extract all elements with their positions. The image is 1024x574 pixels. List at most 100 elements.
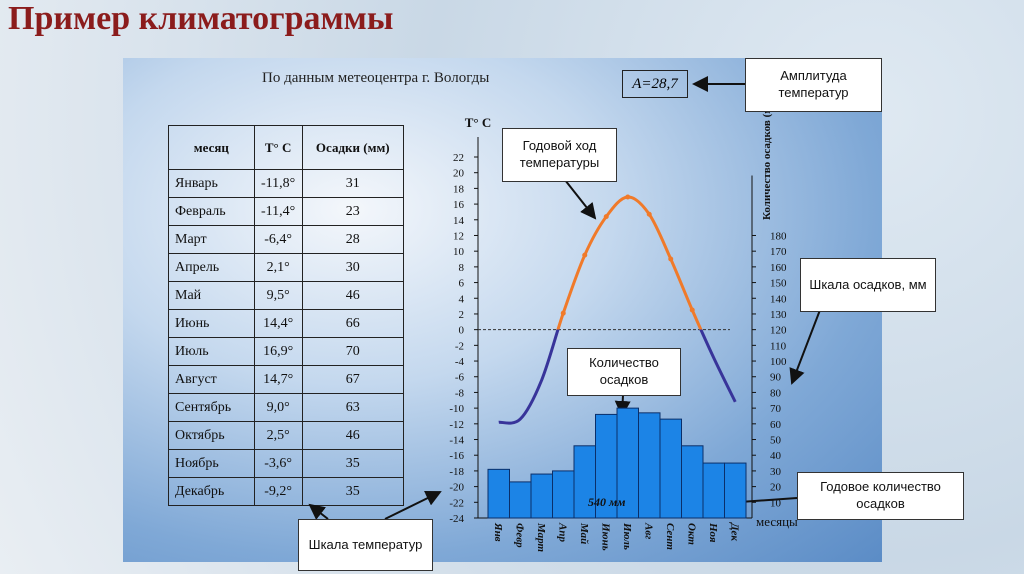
y2-tick-label: 130: [770, 309, 787, 321]
temperature-line: [498, 195, 737, 425]
y2-tick-label: 180: [770, 230, 787, 242]
x-tick-label: Февр: [513, 523, 525, 548]
table-cell: 28: [301, 225, 405, 254]
y2-tick-label: 10: [770, 497, 782, 509]
table-cell: 31: [301, 169, 405, 198]
table-cell: 67: [301, 365, 405, 394]
amplitude: A=28,7: [622, 70, 688, 98]
slide-title: Пример климатограммы: [8, 0, 394, 37]
y-tick-label: -6: [455, 372, 465, 384]
x-tick-label: Ноя: [707, 522, 719, 543]
x-tick-label: Дек: [728, 522, 740, 541]
y-tick-label: -24: [449, 513, 464, 525]
table-cell: -11,4°: [253, 197, 303, 226]
table-cell: Ноябрь: [168, 449, 255, 478]
y-tick-label: -8: [455, 387, 465, 399]
y2-tick-label: 40: [770, 450, 782, 462]
point: [625, 194, 631, 200]
y-tick-label: 4: [459, 293, 465, 305]
x-tick-label: Апр: [556, 522, 568, 542]
table-cell: Май: [168, 281, 255, 310]
y-tick-label: 16: [453, 199, 465, 211]
x-tick-label: Сент: [664, 523, 676, 550]
y2-tick-label: 60: [770, 419, 782, 431]
table-cell: -9,2°: [253, 477, 303, 506]
bar: [681, 445, 704, 519]
y-tick-label: -22: [449, 497, 464, 509]
y2-tick-label: 80: [770, 387, 782, 399]
y-tick-label: 10: [453, 246, 465, 258]
point: [582, 252, 588, 258]
table-cell: Июль: [168, 337, 255, 366]
y-tick-label: 2: [459, 309, 465, 321]
point: [689, 307, 695, 313]
callout: Количество осадков: [567, 348, 681, 396]
y-tick-label: -4: [455, 356, 465, 368]
y-tick-label: 8: [459, 262, 465, 274]
y2-tick-label: 160: [770, 262, 787, 274]
data-table: месяц T° C Осадки (мм) Январь -11,8° 31 Феврал…: [168, 125, 405, 506]
y2-axis-label: Количество осадков (мм): [761, 95, 773, 220]
y-tick-label: -20: [449, 482, 464, 494]
callout: Шкала осадков, мм: [800, 258, 936, 312]
y2-tick-label: 100: [770, 356, 787, 368]
table-cell: 46: [301, 421, 405, 450]
y2-tick-label: 140: [770, 293, 787, 305]
table-cell: Август: [168, 365, 255, 394]
y-tick-label: 18: [453, 183, 465, 195]
annotation: 540 мм: [588, 495, 625, 509]
y2-tick-label: 110: [770, 340, 787, 352]
table-cell: -11,8°: [253, 169, 303, 198]
x-tick-label: Июль: [621, 522, 633, 550]
y-tick-label: -2: [455, 340, 464, 352]
x-tick-label: Авг: [642, 522, 654, 539]
y-tick-label: 20: [453, 168, 465, 180]
y-tick-label: -12: [449, 419, 464, 431]
x-tick-label: Янв: [492, 522, 504, 542]
y2-tick-label: 70: [770, 403, 782, 415]
y2-tick-label: 50: [770, 435, 782, 447]
y2-tick-label: 20: [770, 482, 782, 494]
bar: [724, 462, 747, 519]
point: [646, 211, 652, 217]
table-cell: Сентябрь: [168, 393, 255, 422]
x-tick-label: Окт: [685, 523, 697, 545]
point: [560, 310, 566, 316]
y-tick-label: 0: [459, 325, 465, 337]
y2-tick-label: 120: [770, 325, 787, 337]
table-cell: 9,0°: [253, 393, 303, 422]
bar: [702, 462, 725, 519]
callout: Амплитуда температур: [745, 58, 882, 112]
table-cell: 2,1°: [253, 253, 303, 282]
y-tick-label: 12: [453, 230, 464, 242]
bar: [659, 418, 682, 519]
point: [668, 256, 674, 262]
y2-tick-label: 170: [770, 246, 787, 258]
bar: [487, 468, 510, 519]
table-cell: 9,5°: [253, 281, 303, 310]
y-tick-label: 14: [453, 215, 465, 227]
x-tick-label: Май: [578, 522, 590, 544]
y-tick-label: -16: [449, 450, 464, 462]
table-cell: 14,4°: [253, 309, 303, 338]
y-tick-label: 6: [459, 278, 465, 290]
bar: [638, 412, 661, 519]
table-cell: 35: [301, 477, 405, 506]
y-tick-label: 22: [453, 152, 464, 164]
source-note: По данным метеоцентра г. Вологды: [262, 70, 490, 86]
x-tick-label: Март: [535, 522, 547, 552]
point: [603, 214, 609, 220]
y-axis-label: T° C: [465, 115, 492, 130]
y-tick-label: -10: [449, 403, 464, 415]
y2-tick-label: 150: [770, 278, 787, 290]
table-header: Осадки (мм): [301, 125, 405, 170]
x-tick-label: Июнь: [599, 522, 611, 551]
callout: Годовой ход температуры: [502, 128, 617, 182]
y2-tick-label: 90: [770, 372, 782, 384]
y-tick-label: -14: [449, 435, 464, 447]
bar: [530, 473, 553, 519]
y-tick-label: -18: [449, 466, 464, 478]
callout: Годовое количество осадков: [797, 472, 964, 520]
